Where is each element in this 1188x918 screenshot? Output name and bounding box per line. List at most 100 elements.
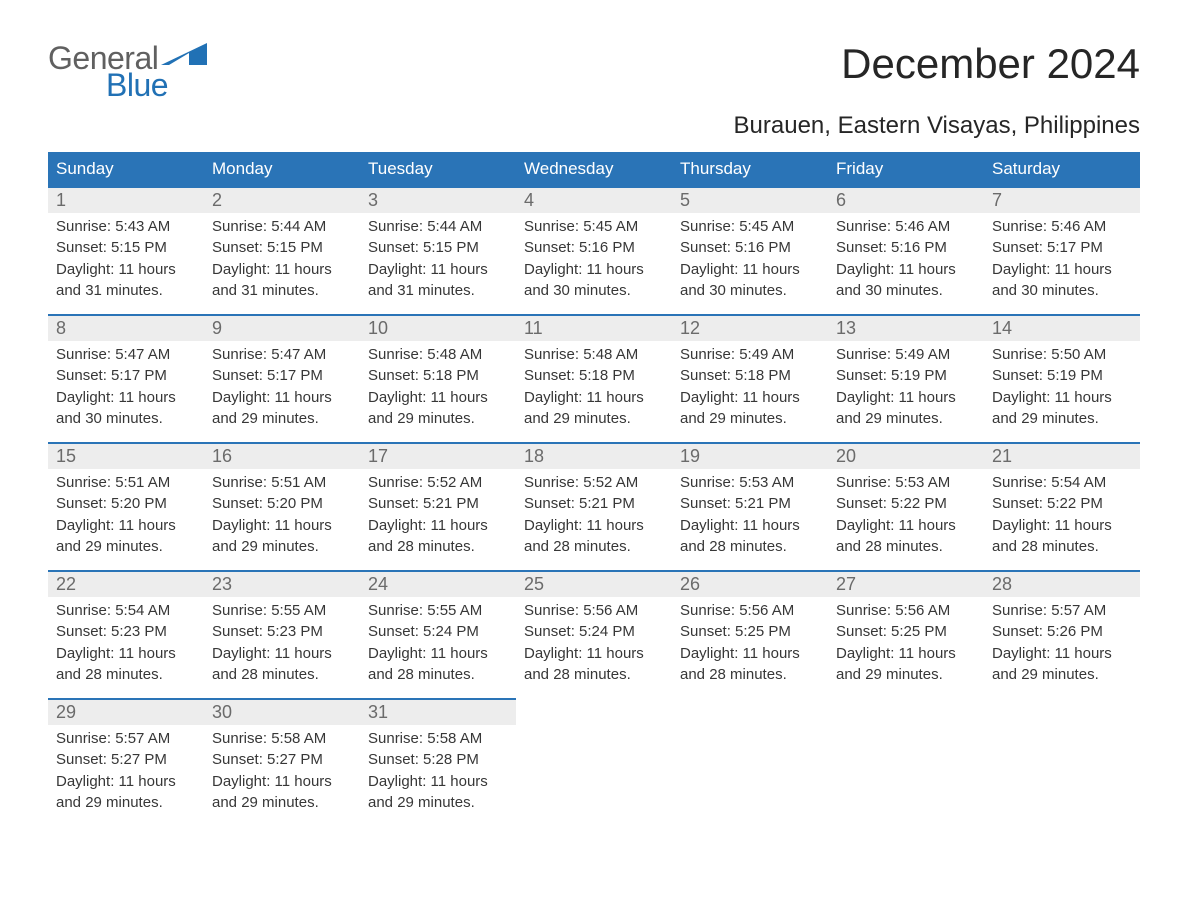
day-number: 13 (828, 316, 984, 341)
calendar-day-cell: 24Sunrise: 5:55 AMSunset: 5:24 PMDayligh… (360, 570, 516, 698)
weekday-header: Friday (828, 152, 984, 186)
day-number: 16 (204, 444, 360, 469)
day-dl1: Daylight: 11 hours (368, 644, 508, 664)
calendar-day-cell: 9Sunrise: 5:47 AMSunset: 5:17 PMDaylight… (204, 314, 360, 442)
day-details: Sunrise: 5:56 AMSunset: 5:25 PMDaylight:… (828, 597, 984, 685)
day-sunrise: Sunrise: 5:44 AM (212, 217, 352, 237)
day-dl1: Daylight: 11 hours (212, 772, 352, 792)
calendar-day-cell: 21Sunrise: 5:54 AMSunset: 5:22 PMDayligh… (984, 442, 1140, 570)
day-sunset: Sunset: 5:18 PM (368, 366, 508, 386)
day-details: Sunrise: 5:45 AMSunset: 5:16 PMDaylight:… (672, 213, 828, 301)
day-dl1: Daylight: 11 hours (836, 516, 976, 536)
day-dl1: Daylight: 11 hours (524, 516, 664, 536)
day-dl1: Daylight: 11 hours (836, 644, 976, 664)
calendar-day-cell: 6Sunrise: 5:46 AMSunset: 5:16 PMDaylight… (828, 186, 984, 314)
day-sunrise: Sunrise: 5:52 AM (524, 473, 664, 493)
day-sunset: Sunset: 5:20 PM (212, 494, 352, 514)
day-details: Sunrise: 5:58 AMSunset: 5:27 PMDaylight:… (204, 725, 360, 813)
calendar-day-cell: 1Sunrise: 5:43 AMSunset: 5:15 PMDaylight… (48, 186, 204, 314)
day-sunset: Sunset: 5:15 PM (56, 238, 196, 258)
day-sunset: Sunset: 5:25 PM (680, 622, 820, 642)
day-dl1: Daylight: 11 hours (992, 260, 1132, 280)
day-details: Sunrise: 5:48 AMSunset: 5:18 PMDaylight:… (516, 341, 672, 429)
day-sunset: Sunset: 5:21 PM (368, 494, 508, 514)
day-details: Sunrise: 5:51 AMSunset: 5:20 PMDaylight:… (48, 469, 204, 557)
calendar-day-cell: 28Sunrise: 5:57 AMSunset: 5:26 PMDayligh… (984, 570, 1140, 698)
day-number: 23 (204, 572, 360, 597)
day-dl1: Daylight: 11 hours (524, 644, 664, 664)
calendar-day-cell (984, 698, 1140, 826)
calendar-day-cell: 29Sunrise: 5:57 AMSunset: 5:27 PMDayligh… (48, 698, 204, 826)
day-dl2: and 28 minutes. (56, 665, 196, 685)
day-dl1: Daylight: 11 hours (56, 772, 196, 792)
day-sunset: Sunset: 5:28 PM (368, 750, 508, 770)
day-sunset: Sunset: 5:24 PM (368, 622, 508, 642)
day-details: Sunrise: 5:55 AMSunset: 5:24 PMDaylight:… (360, 597, 516, 685)
day-dl2: and 28 minutes. (680, 537, 820, 557)
calendar-day-cell (516, 698, 672, 826)
day-dl2: and 28 minutes. (836, 537, 976, 557)
day-number: 28 (984, 572, 1140, 597)
day-sunrise: Sunrise: 5:52 AM (368, 473, 508, 493)
day-dl1: Daylight: 11 hours (836, 260, 976, 280)
day-dl2: and 29 minutes. (212, 793, 352, 813)
calendar-day-cell: 12Sunrise: 5:49 AMSunset: 5:18 PMDayligh… (672, 314, 828, 442)
day-sunset: Sunset: 5:19 PM (836, 366, 976, 386)
day-details: Sunrise: 5:50 AMSunset: 5:19 PMDaylight:… (984, 341, 1140, 429)
day-number: 2 (204, 188, 360, 213)
day-sunset: Sunset: 5:25 PM (836, 622, 976, 642)
day-details: Sunrise: 5:45 AMSunset: 5:16 PMDaylight:… (516, 213, 672, 301)
day-details: Sunrise: 5:56 AMSunset: 5:24 PMDaylight:… (516, 597, 672, 685)
calendar-day-cell: 5Sunrise: 5:45 AMSunset: 5:16 PMDaylight… (672, 186, 828, 314)
day-details: Sunrise: 5:55 AMSunset: 5:23 PMDaylight:… (204, 597, 360, 685)
day-details: Sunrise: 5:46 AMSunset: 5:17 PMDaylight:… (984, 213, 1140, 301)
day-sunset: Sunset: 5:21 PM (680, 494, 820, 514)
day-dl2: and 30 minutes. (56, 409, 196, 429)
calendar-day-cell: 27Sunrise: 5:56 AMSunset: 5:25 PMDayligh… (828, 570, 984, 698)
day-dl1: Daylight: 11 hours (212, 644, 352, 664)
day-sunrise: Sunrise: 5:47 AM (56, 345, 196, 365)
weekday-header: Wednesday (516, 152, 672, 186)
day-number: 12 (672, 316, 828, 341)
day-dl1: Daylight: 11 hours (992, 516, 1132, 536)
day-dl1: Daylight: 11 hours (680, 388, 820, 408)
day-details: Sunrise: 5:57 AMSunset: 5:27 PMDaylight:… (48, 725, 204, 813)
day-details: Sunrise: 5:44 AMSunset: 5:15 PMDaylight:… (204, 213, 360, 301)
day-sunset: Sunset: 5:27 PM (56, 750, 196, 770)
day-sunset: Sunset: 5:23 PM (212, 622, 352, 642)
calendar-day-cell: 15Sunrise: 5:51 AMSunset: 5:20 PMDayligh… (48, 442, 204, 570)
day-sunset: Sunset: 5:24 PM (524, 622, 664, 642)
calendar-day-cell: 7Sunrise: 5:46 AMSunset: 5:17 PMDaylight… (984, 186, 1140, 314)
calendar-day-cell: 10Sunrise: 5:48 AMSunset: 5:18 PMDayligh… (360, 314, 516, 442)
day-sunrise: Sunrise: 5:51 AM (56, 473, 196, 493)
day-dl2: and 29 minutes. (992, 409, 1132, 429)
day-dl1: Daylight: 11 hours (56, 644, 196, 664)
day-dl2: and 31 minutes. (56, 281, 196, 301)
calendar-day-cell: 31Sunrise: 5:58 AMSunset: 5:28 PMDayligh… (360, 698, 516, 826)
day-number: 29 (48, 700, 204, 725)
calendar-day-cell: 16Sunrise: 5:51 AMSunset: 5:20 PMDayligh… (204, 442, 360, 570)
day-sunset: Sunset: 5:17 PM (212, 366, 352, 386)
day-sunrise: Sunrise: 5:55 AM (368, 601, 508, 621)
calendar-day-cell: 14Sunrise: 5:50 AMSunset: 5:19 PMDayligh… (984, 314, 1140, 442)
day-dl1: Daylight: 11 hours (680, 644, 820, 664)
day-dl2: and 29 minutes. (368, 409, 508, 429)
day-sunset: Sunset: 5:15 PM (212, 238, 352, 258)
day-details: Sunrise: 5:46 AMSunset: 5:16 PMDaylight:… (828, 213, 984, 301)
day-sunrise: Sunrise: 5:49 AM (836, 345, 976, 365)
day-dl2: and 29 minutes. (56, 537, 196, 557)
day-sunrise: Sunrise: 5:49 AM (680, 345, 820, 365)
calendar-day-cell: 17Sunrise: 5:52 AMSunset: 5:21 PMDayligh… (360, 442, 516, 570)
day-number: 30 (204, 700, 360, 725)
day-sunrise: Sunrise: 5:58 AM (212, 729, 352, 749)
day-dl2: and 31 minutes. (368, 281, 508, 301)
day-dl2: and 31 minutes. (212, 281, 352, 301)
day-number: 14 (984, 316, 1140, 341)
weekday-header: Sunday (48, 152, 204, 186)
day-dl2: and 29 minutes. (524, 409, 664, 429)
day-dl2: and 28 minutes. (524, 537, 664, 557)
day-details: Sunrise: 5:47 AMSunset: 5:17 PMDaylight:… (204, 341, 360, 429)
logo-word2: Blue (48, 67, 207, 104)
day-number: 1 (48, 188, 204, 213)
day-sunrise: Sunrise: 5:46 AM (836, 217, 976, 237)
